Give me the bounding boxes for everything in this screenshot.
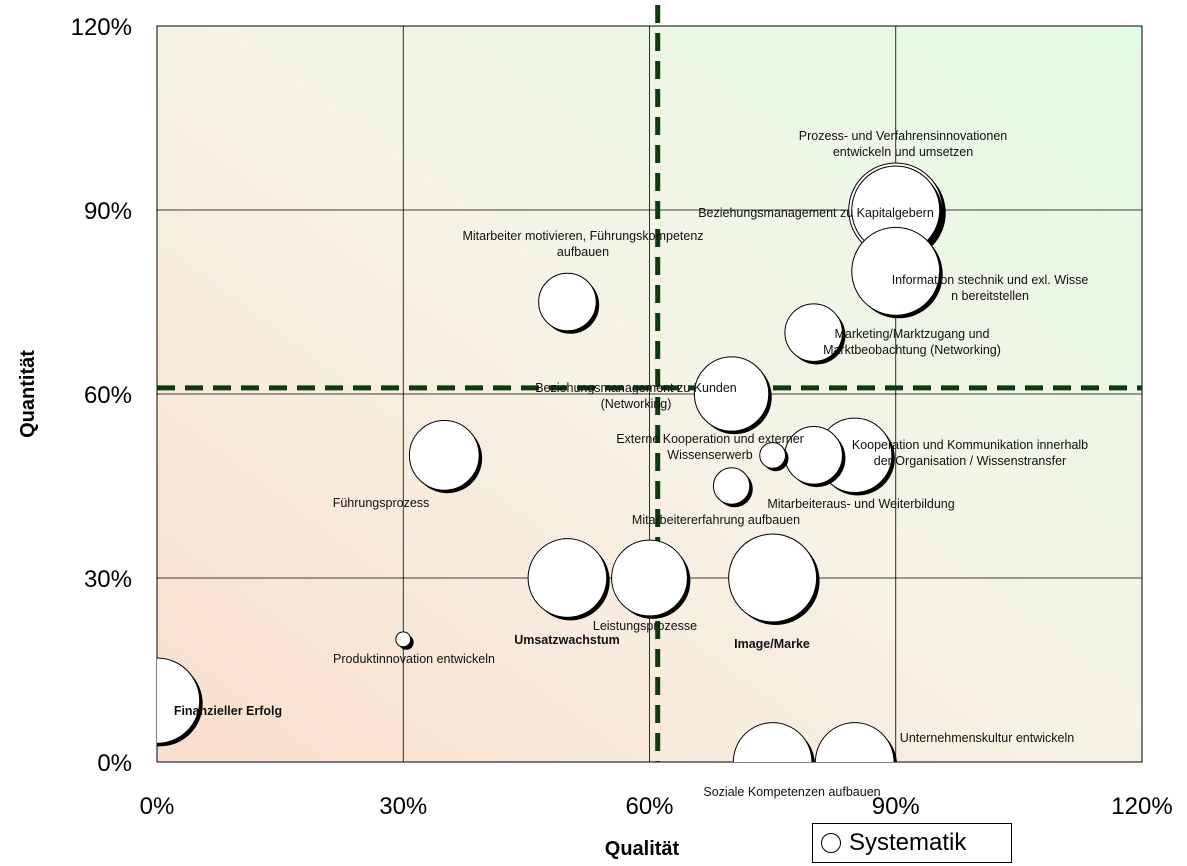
bubble-label: Finanzieller Erfolg [174, 704, 282, 718]
legend: Systematik [812, 823, 1012, 863]
bubble-label-line: Marketing/Marktzugang und [835, 327, 990, 341]
bubble-label: Prozess- und Verfahrensinnovationen entwi… [799, 129, 1008, 159]
bubble-label: Mitarbeiteraus- und Weiterbildung [767, 497, 954, 511]
x-tick-label: 120% [1111, 793, 1172, 820]
bubble [814, 722, 895, 762]
bubble-label-line: entwickeln und umsetzen [833, 145, 973, 159]
bubble-label: Beziehungsmanagement zu Kunden (Networkin… [535, 381, 737, 411]
bubble-label: Produktinnovation entwickeln [333, 652, 495, 666]
bubble-label: Kooperation und Kommunikation innerhalb d… [852, 438, 1088, 468]
bubble [759, 441, 786, 469]
bubble-label-line: Leistungsprozesse [593, 619, 697, 633]
bubble-label-line: Externe Kooperation und externer [616, 432, 804, 446]
bubble [728, 533, 818, 623]
bubbles [157, 162, 946, 762]
bubble-label-line: Führungsprozess [333, 496, 430, 510]
bubble-label: Mitarbeitererfahrung aufbauen [632, 513, 800, 527]
y-tick-label: 90% [84, 198, 132, 225]
bubble-label-line: Wissenserwerb [667, 448, 752, 462]
bubble-label-line: Beziehungsmanagement zu Kapitalgebern [698, 206, 934, 220]
bubble-label-line: Mitarbeitererfahrung aufbauen [632, 513, 800, 527]
bubble [611, 539, 688, 617]
bubble-label-line: Finanzieller Erfolg [174, 704, 282, 718]
y-tick-label: 60% [84, 382, 132, 409]
y-tick-label: 120% [71, 14, 132, 41]
bubble [851, 226, 941, 316]
bubble-label-line: Marktbeobachtung (Networking) [823, 343, 1001, 357]
x-tick-label: 60% [625, 793, 673, 820]
bubble-label-line: aufbauen [557, 245, 609, 259]
bubble-label: Marketing/Marktzugang und Marktbeobachtun… [823, 327, 1001, 357]
bubble-label-line: Mitarbeiteraus- und Weiterbildung [767, 497, 954, 511]
bubble-label-line: Image/Marke [734, 637, 810, 651]
y-tick-label: 30% [84, 566, 132, 593]
legend-entry: Systematik [849, 829, 967, 856]
y-tick-labels: 0% 30% 60% 90% 120% [71, 14, 132, 777]
bubble [157, 657, 201, 744]
bubble-label: Führungsprozess [333, 496, 430, 510]
bubble-labels: Prozess- und Verfahrensinnovationen entwi… [174, 129, 1089, 799]
bubble-label-line: (Networking) [601, 397, 672, 411]
bubble-label-line: Prozess- und Verfahrensinnovationen [799, 129, 1008, 143]
bubble-label: Image/Marke [734, 637, 810, 651]
bubble [784, 303, 843, 362]
bubble [408, 419, 480, 491]
bubble-label: Externe Kooperation und externer Wissense… [616, 432, 804, 462]
x-tick-label: 30% [379, 793, 427, 820]
x-tick-labels: 0% 30% 60% 90% 120% [140, 793, 1173, 820]
bubble-label: Information stechnik und exl. Wisse n ber… [892, 273, 1089, 303]
bubble-label: Leistungsprozesse [593, 619, 697, 633]
bubble [693, 356, 770, 432]
bubble [538, 272, 597, 332]
bubble [712, 467, 751, 505]
bubble-label-line: Kooperation und Kommunikation innerhalb [852, 438, 1088, 452]
bubble-label: Umsatzwachstum [514, 633, 620, 647]
bubble-label-line: der Organisation / Wissenstransfer [874, 454, 1066, 468]
bubble-label-line: Beziehungsmanagement zu Kunden [535, 381, 737, 395]
bubble-label: Unternehmenskultur entwickeln [900, 731, 1074, 745]
grid-lines [156, 25, 1143, 763]
bubble-label-line: Information stechnik und exl. Wisse [892, 273, 1089, 287]
bubble-label-line: n bereitstellen [951, 289, 1029, 303]
bubble [527, 538, 608, 618]
bubble-label-line: Soziale Kompetenzen aufbauen [703, 785, 880, 799]
bubble-label-line: Produktinnovation entwickeln [333, 652, 495, 666]
bubble-label-line: Unternehmenskultur entwickeln [900, 731, 1074, 745]
x-axis-title: Qualität [605, 838, 680, 860]
y-axis-title: Quantität [17, 350, 39, 438]
bubble-label: Mitarbeiter motivieren, Führungskompeten… [462, 229, 703, 259]
bubble-label: Soziale Kompetenzen aufbauen [703, 785, 880, 799]
x-tick-label: 90% [872, 793, 920, 820]
bubble-label: Beziehungsmanagement zu Kapitalgebern [698, 206, 934, 220]
y-tick-label: 0% [97, 750, 132, 777]
threshold-lines [157, 5, 1142, 762]
x-tick-label: 0% [140, 793, 175, 820]
legend-marker-icon [821, 833, 841, 853]
bubble [395, 631, 412, 648]
bubble [732, 722, 813, 762]
bubble-label-line: Mitarbeiter motivieren, Führungskompeten… [462, 229, 703, 243]
bubble-label-line: Umsatzwachstum [514, 633, 620, 647]
